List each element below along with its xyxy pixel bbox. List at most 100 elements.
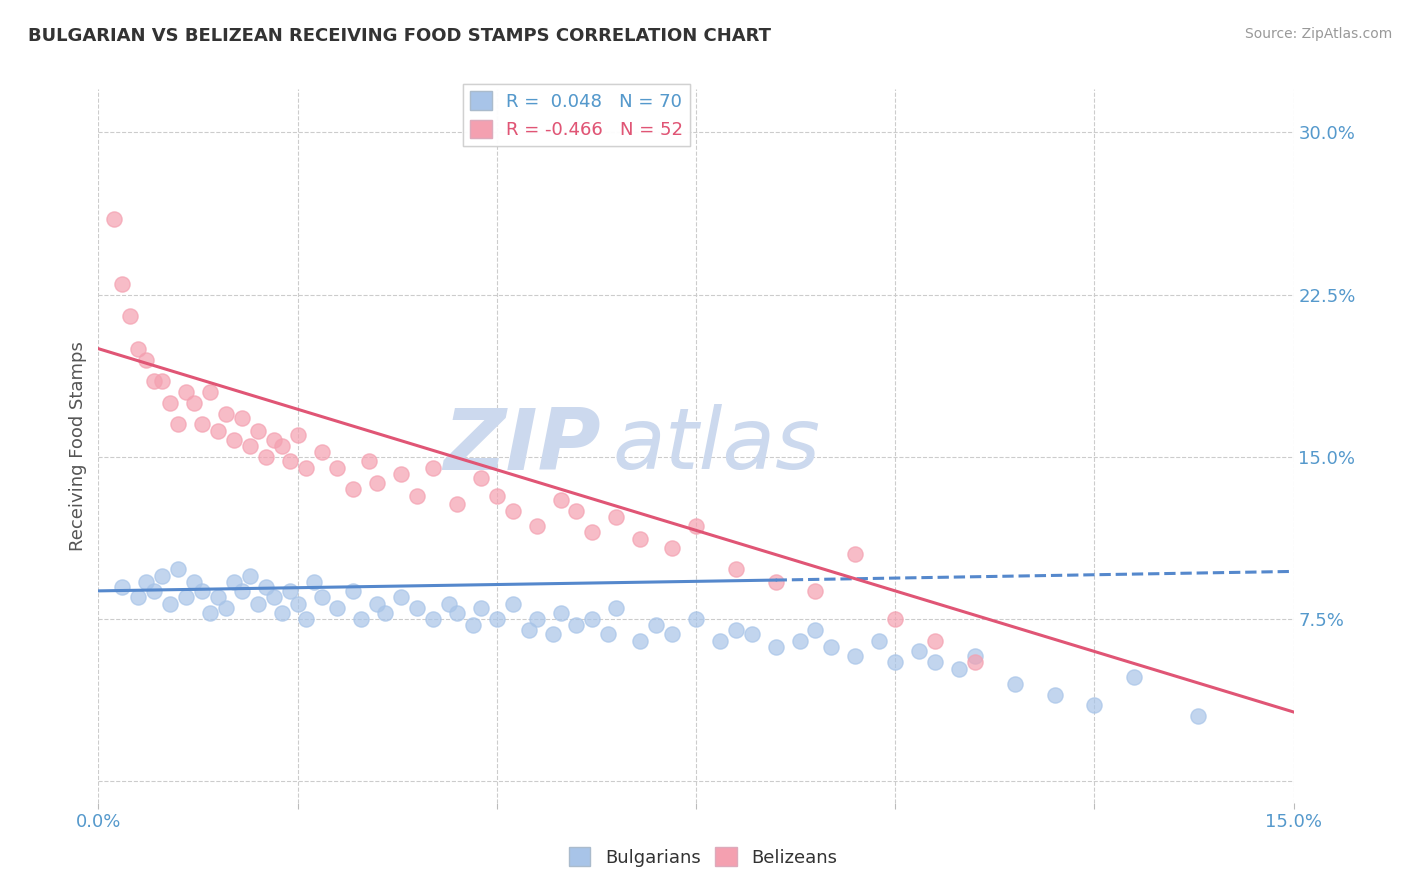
Point — [908, 644, 931, 658]
Point — [143, 374, 166, 388]
Point — [765, 640, 787, 654]
Point — [294, 460, 316, 475]
Point — [366, 597, 388, 611]
Point — [198, 606, 221, 620]
Point — [661, 541, 683, 555]
Point — [581, 612, 603, 626]
Point — [174, 591, 197, 605]
Point — [239, 439, 262, 453]
Point — [278, 583, 301, 598]
Point — [174, 384, 197, 399]
Point — [167, 562, 190, 576]
Point — [302, 575, 325, 590]
Point — [270, 606, 292, 620]
Point — [685, 612, 707, 626]
Point — [207, 424, 229, 438]
Point — [135, 352, 157, 367]
Point — [183, 396, 205, 410]
Point — [159, 396, 181, 410]
Point — [167, 417, 190, 432]
Text: atlas: atlas — [613, 404, 820, 488]
Point — [461, 618, 484, 632]
Point — [820, 640, 842, 654]
Point — [127, 342, 149, 356]
Point — [183, 575, 205, 590]
Text: BULGARIAN VS BELIZEAN RECEIVING FOOD STAMPS CORRELATION CHART: BULGARIAN VS BELIZEAN RECEIVING FOOD STA… — [28, 27, 770, 45]
Point — [446, 606, 468, 620]
Point — [526, 612, 548, 626]
Point — [215, 407, 238, 421]
Point — [366, 475, 388, 490]
Point — [1043, 688, 1066, 702]
Point — [724, 623, 747, 637]
Y-axis label: Receiving Food Stamps: Receiving Food Stamps — [69, 341, 87, 551]
Point — [1187, 709, 1209, 723]
Point — [541, 627, 564, 641]
Point — [254, 580, 277, 594]
Point — [724, 562, 747, 576]
Legend: R =  0.048   N = 70, R = -0.466   N = 52: R = 0.048 N = 70, R = -0.466 N = 52 — [463, 84, 690, 146]
Point — [215, 601, 238, 615]
Point — [628, 532, 651, 546]
Point — [389, 467, 412, 482]
Point — [924, 633, 946, 648]
Point — [661, 627, 683, 641]
Point — [804, 623, 827, 637]
Point — [437, 597, 460, 611]
Point — [103, 211, 125, 226]
Point — [789, 633, 811, 648]
Point — [311, 591, 333, 605]
Point — [565, 618, 588, 632]
Point — [294, 612, 316, 626]
Point — [709, 633, 731, 648]
Point — [502, 597, 524, 611]
Point — [150, 374, 173, 388]
Point — [844, 547, 866, 561]
Point — [765, 575, 787, 590]
Point — [884, 655, 907, 669]
Point — [406, 601, 429, 615]
Point — [645, 618, 668, 632]
Point — [127, 591, 149, 605]
Point — [963, 655, 986, 669]
Point — [374, 606, 396, 620]
Point — [222, 433, 245, 447]
Point — [342, 482, 364, 496]
Point — [565, 504, 588, 518]
Point — [685, 519, 707, 533]
Point — [948, 662, 970, 676]
Point — [159, 597, 181, 611]
Point — [222, 575, 245, 590]
Text: ZIP: ZIP — [443, 404, 600, 488]
Point — [628, 633, 651, 648]
Point — [517, 623, 540, 637]
Point — [844, 648, 866, 663]
Point — [342, 583, 364, 598]
Point — [406, 489, 429, 503]
Point — [246, 597, 269, 611]
Point — [446, 497, 468, 511]
Legend: Bulgarians, Belizeans: Bulgarians, Belizeans — [561, 840, 845, 874]
Point — [263, 591, 285, 605]
Point — [485, 612, 508, 626]
Point — [741, 627, 763, 641]
Point — [326, 601, 349, 615]
Point — [135, 575, 157, 590]
Point — [389, 591, 412, 605]
Point — [311, 445, 333, 459]
Point — [924, 655, 946, 669]
Point — [1123, 670, 1146, 684]
Point — [120, 310, 142, 324]
Point — [605, 510, 627, 524]
Point — [598, 627, 620, 641]
Point — [804, 583, 827, 598]
Point — [287, 428, 309, 442]
Point — [350, 612, 373, 626]
Point — [326, 460, 349, 475]
Point — [963, 648, 986, 663]
Point — [605, 601, 627, 615]
Point — [231, 583, 253, 598]
Point — [359, 454, 381, 468]
Point — [143, 583, 166, 598]
Point — [254, 450, 277, 464]
